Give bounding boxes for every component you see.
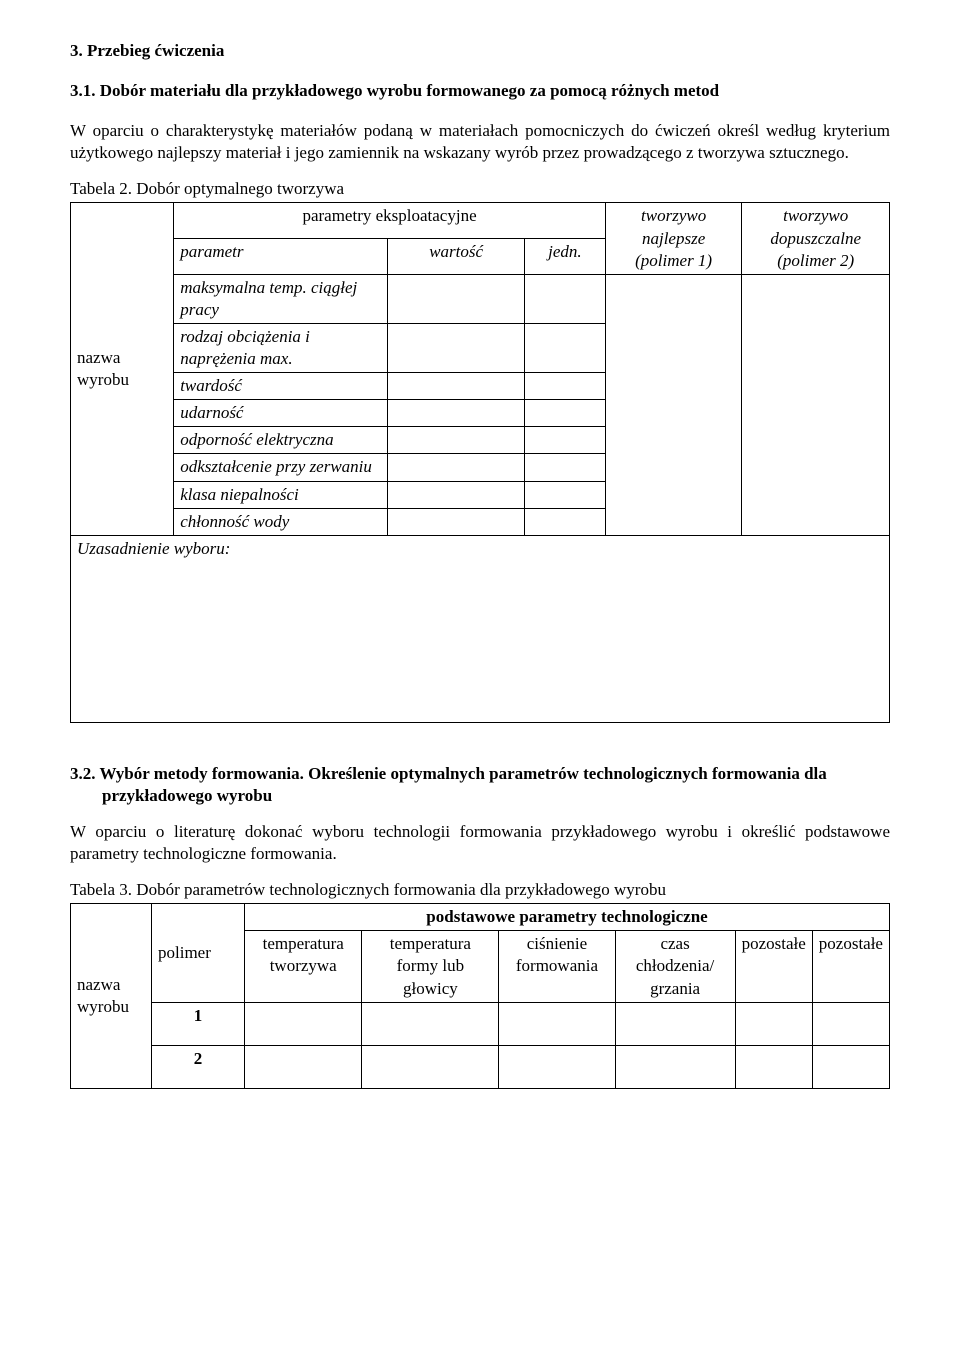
cell: [388, 427, 525, 454]
text: tworzywo: [783, 206, 848, 225]
table2-param: maksymalna temp. ciągłej pracy: [174, 274, 388, 323]
cell: [524, 323, 605, 372]
cell: [524, 400, 605, 427]
table3-col-polimer: polimer: [152, 904, 245, 1002]
section3-2-heading: 3.2. Wybór metody formowania. Określenie…: [70, 763, 890, 807]
table2-param: odporność elektryczna: [174, 427, 388, 454]
table3-subcol: pozostałe: [812, 931, 889, 1002]
table2-params-header: parametry eksploatacyjne: [174, 203, 606, 239]
cell: [605, 274, 742, 535]
text: (polimer 1): [635, 251, 712, 270]
cell: [499, 1002, 615, 1045]
table3-row1: 1: [152, 1002, 245, 1045]
cell: [524, 427, 605, 454]
cell: [524, 481, 605, 508]
table2-caption: Tabela 2. Dobór optymalnego tworzywa: [70, 178, 890, 200]
cell: [388, 274, 525, 323]
cell: [735, 1002, 812, 1045]
cell: [362, 1045, 499, 1088]
table-row: Uzasadnienie wyboru:: [71, 535, 890, 722]
cell: [362, 1002, 499, 1045]
table2-col-best: tworzywo najlepsze (polimer 1): [605, 203, 742, 274]
cell: [388, 400, 525, 427]
table-row: 1: [71, 1002, 890, 1045]
section3-1-text: W oparciu o charakterystykę materiałów p…: [70, 120, 890, 164]
section3-1-heading: 3.1. Dobór materiału dla przykładowego w…: [70, 80, 890, 102]
text: dopuszczalne: [770, 229, 861, 248]
cell: [245, 1002, 362, 1045]
table2-col-value: wartość: [388, 239, 525, 275]
table3-subcol: temperatura tworzywa: [245, 931, 362, 1002]
cell: [524, 274, 605, 323]
text: tworzywo: [641, 206, 706, 225]
cell: [388, 373, 525, 400]
cell: [812, 1002, 889, 1045]
table2-param: klasa niepalności: [174, 481, 388, 508]
text: nazwa: [77, 975, 120, 994]
table2-footer-cell: Uzasadnienie wyboru:: [71, 535, 890, 722]
table3-subcol: czas chłodzenia/ grzania: [615, 931, 735, 1002]
table3-subcol: pozostałe: [735, 931, 812, 1002]
cell: [615, 1002, 735, 1045]
cell: [388, 508, 525, 535]
table-row: nazwa wyrobu polimer podstawowe parametr…: [71, 904, 890, 931]
table3-caption: Tabela 3. Dobór parametrów technologiczn…: [70, 879, 890, 901]
table3-subcol: ciśnienie formowania: [499, 931, 615, 1002]
table3-row2: 2: [152, 1045, 245, 1088]
table2-footer: Uzasadnienie wyboru:: [77, 539, 230, 558]
table3-subcol: temperatura formy lub głowicy: [362, 931, 499, 1002]
cell: [524, 373, 605, 400]
cell: [615, 1045, 735, 1088]
section3-2-text: W oparciu o literaturę dokonać wyboru te…: [70, 821, 890, 865]
table-row: 2: [71, 1045, 890, 1088]
cell: [524, 454, 605, 481]
table2-col-param: parametr: [174, 239, 388, 275]
cell: [812, 1045, 889, 1088]
cell: [499, 1045, 615, 1088]
section3-heading: 3. Przebieg ćwiczenia: [70, 40, 890, 62]
text: wyrobu: [77, 997, 129, 1016]
cell: [388, 323, 525, 372]
cell: [742, 274, 890, 535]
table3-header: podstawowe parametry technologiczne: [245, 904, 890, 931]
spacer: [77, 560, 883, 720]
table2-param: odkształcenie przy zerwaniu: [174, 454, 388, 481]
cell: [735, 1045, 812, 1088]
table2-col-allow: tworzywo dopuszczalne (polimer 2): [742, 203, 890, 274]
table2-param: udarność: [174, 400, 388, 427]
table3: nazwa wyrobu polimer podstawowe parametr…: [70, 903, 890, 1088]
cell: [524, 508, 605, 535]
table-row: maksymalna temp. ciągłej pracy: [71, 274, 890, 323]
table2-param: rodzaj obciążenia i naprężenia max.: [174, 323, 388, 372]
table2: nazwa wyrobu parametry eksploatacyjne tw…: [70, 202, 890, 722]
text: (polimer 2): [777, 251, 854, 270]
text: najlepsze: [642, 229, 705, 248]
table-row: nazwa wyrobu parametry eksploatacyjne tw…: [71, 203, 890, 239]
cell: [388, 454, 525, 481]
table2-col-name: nazwa wyrobu: [71, 203, 174, 535]
table3-col-name: nazwa wyrobu: [71, 904, 152, 1088]
cell: [388, 481, 525, 508]
cell: [245, 1045, 362, 1088]
table2-param: chłonność wody: [174, 508, 388, 535]
table2-col-unit: jedn.: [524, 239, 605, 275]
table2-param: twardość: [174, 373, 388, 400]
